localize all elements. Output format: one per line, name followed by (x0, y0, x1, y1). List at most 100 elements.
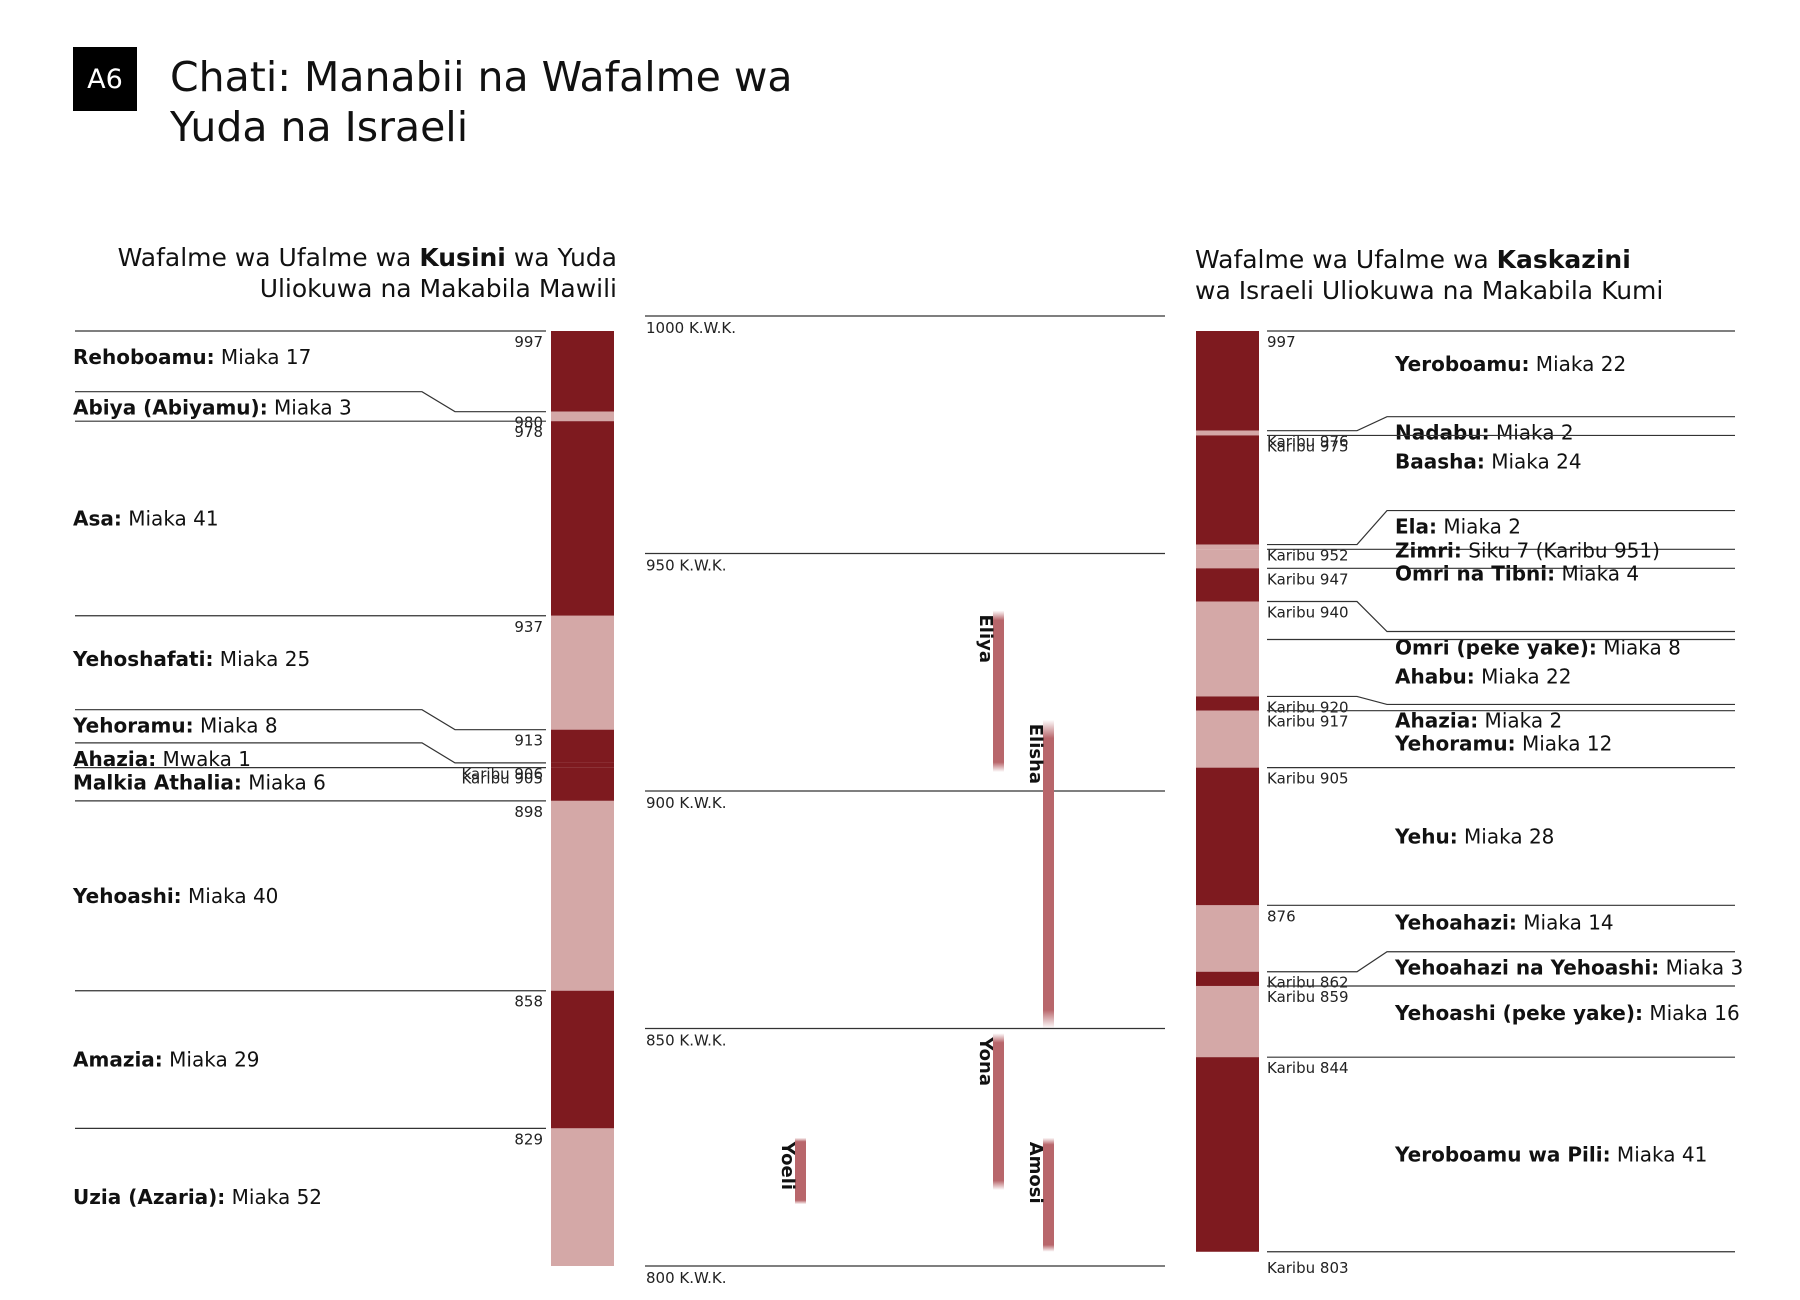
king-name: Yeroboamu wa Pili: (1394, 1142, 1611, 1166)
reign-length: Miaka 29 (163, 1048, 260, 1072)
southern-kings-column: 997 Rehoboamu: Miaka 17 980 Abiya (Abiyamu)… (72, 330, 614, 1266)
reign-bar-uzia-azaria (551, 1128, 614, 1266)
king-label-omri-na-tibni: Omri na Tibni: Miaka 4 (1395, 561, 1639, 585)
reign-bar-zimri (1196, 549, 1259, 569)
reign-bar-yehoramu (551, 729, 614, 763)
king-name: Ahabu: (1395, 665, 1475, 689)
reign-length: Miaka 3 (1659, 956, 1743, 980)
king-label-yeroboamu: Yeroboamu: Miaka 22 (1394, 352, 1626, 376)
reign-length: Miaka 4 (1555, 561, 1639, 585)
king-label-yehoramu: Yehoramu: Miaka 8 (72, 714, 278, 738)
reign-bar-yehoramu (1196, 710, 1259, 768)
king-name: Ela: (1395, 515, 1437, 539)
year-label: Karibu 947 (1267, 570, 1349, 588)
prophet-bar-yona (993, 1033, 1004, 1190)
reign-length: Miaka 16 (1643, 1001, 1740, 1025)
king-name: Malkia Athalia: (73, 771, 242, 795)
year-label: 898 (514, 803, 543, 821)
king-name: Yeroboamu: (1394, 352, 1529, 376)
king-name: Yehu: (1394, 824, 1458, 848)
reign-bar-amazia (551, 990, 614, 1129)
reign-bar-asa (551, 421, 614, 616)
king-name: Yehoramu: (1394, 732, 1516, 756)
northern-kings-column: 997 Yeroboamu: Miaka 22 Karibu 976 Nadabu: … (1196, 330, 1743, 1277)
reign-length: Miaka 2 (1437, 515, 1521, 539)
reign-bar-yehoashi (551, 800, 614, 991)
king-label-ahazia: Ahazia: Mwaka 1 (73, 747, 251, 771)
boundary-line (1267, 695, 1735, 706)
year-label: Karibu 917 (1267, 713, 1349, 731)
reign-bar-yehu (1196, 767, 1259, 906)
reign-bar-yehoashi-peke-yake (1196, 985, 1259, 1058)
king-name: Abiya (Abiyamu): (73, 396, 268, 420)
king-name: Omri na Tibni: (1395, 561, 1555, 585)
scale-label-900: 900 K.W.K. (646, 794, 727, 812)
king-label-rehoboamu: Rehoboamu: Miaka 17 (73, 345, 311, 369)
king-name: Ahazia: (73, 747, 156, 771)
king-name: Yehoashi (peke yake): (1394, 1001, 1643, 1025)
year-label: Karibu 975 (1267, 437, 1349, 455)
reign-length: Miaka 22 (1475, 665, 1572, 689)
reign-bar-ahazia (1196, 696, 1259, 711)
reign-length: Miaka 25 (213, 647, 310, 671)
reign-bar-ahazia (551, 762, 614, 768)
year-label: Karibu 906 (461, 765, 543, 783)
year-label: Karibu 940 (1267, 604, 1349, 622)
king-label-baasha: Baasha: Miaka 24 (1395, 449, 1582, 473)
king-label-yehu: Yehu: Miaka 28 (1394, 824, 1554, 848)
scale-label-950: 950 K.W.K. (646, 557, 727, 575)
prophet-label-eliya: Eliya (975, 615, 996, 664)
boundary-line (1267, 600, 1735, 633)
year-label: Karibu 859 (1267, 988, 1349, 1006)
reign-length: Miaka 28 (1458, 824, 1555, 848)
boundary-line (75, 709, 546, 731)
year-label: 937 (514, 618, 543, 636)
scale-label-850: 850 K.W.K. (646, 1032, 727, 1050)
prophet-label-amosi: Amosi (1025, 1142, 1046, 1204)
king-label-uzia-azaria: Uzia (Azaria): Miaka 52 (73, 1185, 322, 1209)
king-name: Zimri: (1395, 538, 1462, 562)
boundary-line (1267, 951, 1735, 973)
king-label-nadabu: Nadabu: Miaka 2 (1395, 421, 1574, 445)
prophet-label-yoeli: Yoeli (777, 1141, 798, 1190)
scale-label-1000: 1000 K.W.K. (646, 319, 736, 337)
boundary-line (1267, 509, 1735, 546)
year-label: Karibu 920 (1267, 698, 1349, 716)
reign-length: Miaka 41 (1611, 1142, 1708, 1166)
king-name: Nadabu: (1395, 421, 1490, 445)
reign-bar-nadabu (1196, 430, 1259, 436)
reign-length: Miaka 24 (1485, 449, 1582, 473)
king-label-ela: Ela: Miaka 2 (1395, 515, 1521, 539)
reign-length: Miaka 40 (182, 884, 279, 908)
king-label-yehoashi-peke-yake: Yehoashi (peke yake): Miaka 16 (1394, 1001, 1740, 1025)
year-label-end: Karibu 803 (1267, 1259, 1349, 1277)
prophet-label-yona: Yona (975, 1036, 996, 1086)
king-label-yehoramu: Yehoramu: Miaka 12 (1394, 732, 1612, 756)
king-name: Yehoshafati: (72, 647, 213, 671)
century-scale: 1000 K.W.K. 950 K.W.K. 900 K.W.K. 850 K.W.K… (645, 315, 1165, 1287)
northern-kingdom-heading: Wafalme wa Ufalme wa Kaskazini wa Israel… (1195, 245, 1664, 305)
year-label: Karibu 952 (1267, 547, 1349, 565)
reign-length: Miaka 52 (225, 1185, 322, 1209)
reign-bar-ela (1196, 544, 1259, 550)
year-label: Karibu 844 (1267, 1059, 1349, 1077)
reign-length: Mwaka 1 (156, 747, 251, 771)
king-name: Baasha: (1395, 449, 1485, 473)
boundary-line (75, 391, 546, 413)
year-label: Karibu 905 (1267, 770, 1349, 788)
reign-length: Miaka 3 (268, 396, 352, 420)
year-label: 997 (1267, 333, 1296, 351)
reign-bar-yeroboamu-wa-pili (1196, 1057, 1259, 1252)
reign-length: Miaka 22 (1529, 352, 1626, 376)
reign-bar-yeroboamu (1196, 331, 1259, 431)
prophet-bar-amosi (1043, 1137, 1054, 1252)
section-badge: A6 (73, 47, 137, 111)
reign-bar-yehoahazi-na-yehoashi (1196, 971, 1259, 986)
king-label-yehoshafati: Yehoshafati: Miaka 25 (72, 647, 310, 671)
king-name: Yehoahazi na Yehoashi: (1394, 956, 1659, 980)
year-label: 913 (514, 732, 543, 750)
reign-length: Miaka 8 (194, 714, 278, 738)
reign-bar-yehoahazi (1196, 905, 1259, 972)
year-label: 829 (514, 1130, 543, 1148)
